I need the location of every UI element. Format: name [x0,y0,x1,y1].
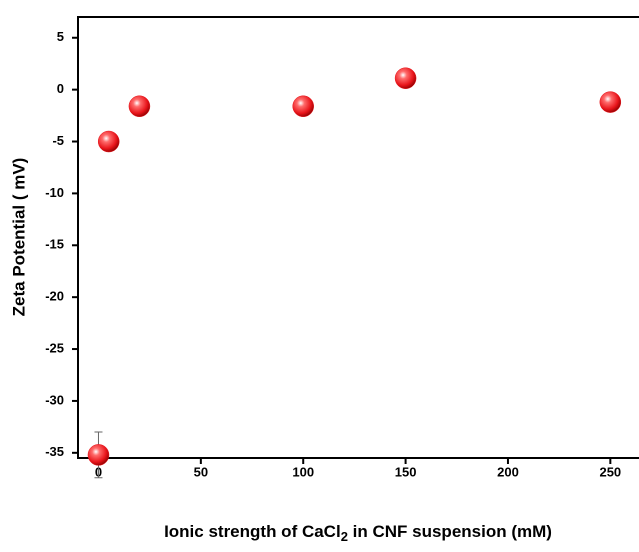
y-axis-label: Zeta Potential ( mV) [9,158,28,317]
y-tick-label: -10 [45,185,64,200]
y-tick-label: -25 [45,340,64,355]
x-axis-label: Ionic strength of CaCl2 in CNF suspensio… [164,522,552,544]
x-tick-label: 150 [395,464,417,479]
y-tick-label: -20 [45,289,64,304]
data-point [292,95,314,117]
x-tick-label: 50 [194,464,208,479]
x-axis-label-part: Ionic strength of CaCl [164,522,341,541]
x-tick-label: 250 [599,464,621,479]
x-axis-label-part: in CNF suspension (mM) [348,522,552,541]
x-axis-label-subscript: 2 [341,529,348,544]
data-point [97,130,120,153]
x-tick-label: 200 [497,464,519,479]
plot-frame [77,16,639,459]
y-tick-label: -30 [45,392,64,407]
data-point [599,91,622,113]
data-point [394,67,417,89]
x-tick-label: 100 [292,464,314,479]
y-tick-label: 5 [57,29,64,44]
y-tick-label: -35 [45,444,64,459]
y-tick-label: -5 [52,133,64,148]
data-point [128,95,151,117]
data-point [87,444,110,466]
y-tick-label: -15 [45,237,64,252]
y-tick-label: 0 [57,81,64,96]
